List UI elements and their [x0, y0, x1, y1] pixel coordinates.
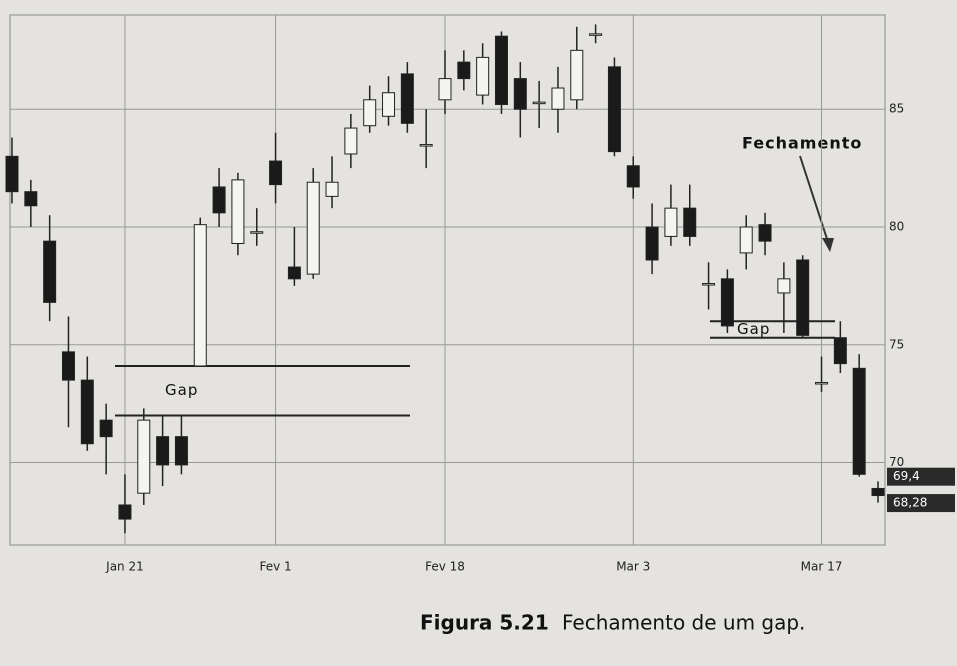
candle-body	[118, 504, 132, 520]
x-tick-label: Fev 1	[259, 560, 291, 574]
candle-body	[43, 240, 57, 303]
candle-body	[80, 379, 94, 445]
candle-body	[739, 226, 753, 254]
candle-body	[626, 165, 640, 188]
candle-body	[513, 78, 527, 110]
candle-body	[720, 278, 734, 327]
candle-body	[777, 278, 791, 294]
candle-body	[570, 49, 584, 101]
x-tick-label: Mar 3	[616, 560, 650, 574]
caption-text: Fechamento de um gap.	[562, 611, 805, 635]
candle-body	[457, 61, 471, 80]
candle-body	[400, 73, 414, 124]
candle-body	[607, 66, 621, 153]
arrow-head	[822, 238, 834, 252]
candle-body	[344, 127, 358, 155]
annotation: Fechamento	[742, 134, 862, 153]
candle-body	[702, 283, 716, 286]
candle-body	[287, 266, 301, 280]
candle-body	[61, 351, 75, 381]
y-tick-label: 85	[889, 102, 904, 116]
candle-body	[683, 207, 697, 237]
candle-body	[551, 87, 565, 110]
price-label: 69,4	[893, 469, 920, 483]
plot-area	[9, 14, 886, 546]
price-tag	[887, 467, 955, 486]
candle-body	[758, 224, 772, 242]
candle-body	[532, 101, 546, 105]
candle-body	[796, 259, 810, 336]
candle-body	[306, 181, 320, 275]
candle-body	[174, 436, 188, 466]
caption-label: Figura 5.21	[420, 611, 549, 635]
candle-body	[664, 207, 678, 237]
candle-body	[156, 436, 170, 466]
y-tick-label: 75	[889, 337, 904, 351]
candle-body	[419, 144, 433, 147]
x-tick-label: Fev 18	[425, 560, 465, 574]
x-tick-label: Jan 21	[105, 560, 144, 574]
candle-body	[438, 78, 452, 101]
gap-label: Gap	[165, 381, 198, 399]
annotation-arrow	[799, 155, 829, 243]
y-tick-label: 80	[889, 220, 904, 234]
candle-body	[231, 179, 245, 244]
candle-body	[833, 337, 847, 365]
price-label: 68,28	[893, 496, 927, 510]
candle-body	[645, 226, 659, 261]
candle-body	[250, 231, 264, 234]
candle-body	[99, 419, 113, 438]
candle-body	[815, 381, 829, 385]
candle-body	[137, 419, 151, 494]
candle-body	[476, 56, 490, 96]
candle-body	[24, 191, 38, 207]
candle-body	[382, 92, 396, 117]
candle-body	[212, 186, 226, 214]
candle-body	[5, 155, 19, 193]
candle-body	[494, 35, 508, 106]
gap-label: Gap	[737, 320, 770, 338]
candle-body	[589, 33, 603, 36]
candle-body	[269, 160, 283, 186]
price-tag	[887, 494, 955, 513]
y-tick-label: 70	[889, 455, 904, 469]
x-tick-label: Mar 17	[801, 560, 843, 574]
candle-body	[193, 224, 207, 367]
candle-body	[325, 181, 339, 197]
candle-body	[363, 99, 377, 127]
candle-body	[871, 487, 885, 497]
candle-body	[852, 367, 866, 475]
